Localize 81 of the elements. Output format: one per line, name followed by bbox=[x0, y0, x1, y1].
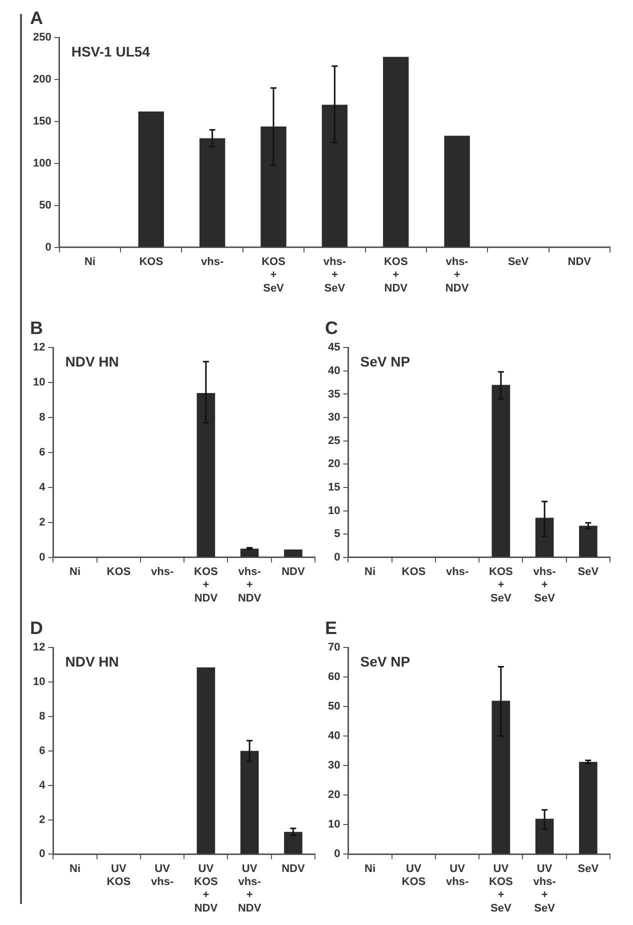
y-tick-label: 6 bbox=[39, 446, 46, 459]
x-tick-label: Ni bbox=[70, 862, 81, 875]
y-tick-label: 0 bbox=[39, 551, 46, 564]
x-tick-label: vhs- bbox=[446, 566, 469, 578]
x-tick-label: UV vhs- bbox=[446, 862, 469, 888]
x-tick-label: SeV bbox=[578, 566, 600, 578]
y-tick-label: 6 bbox=[39, 744, 46, 757]
y-tick-label: 4 bbox=[39, 779, 46, 792]
y-tick-label: 0 bbox=[334, 848, 340, 860]
text: SeV NP bbox=[360, 653, 410, 670]
chart-title: B bbox=[30, 318, 43, 338]
y-tick-label: 250 bbox=[32, 32, 52, 44]
y-tick-label: 5 bbox=[334, 528, 340, 540]
x-tick-label: UV vhs- + SeV bbox=[533, 862, 556, 914]
y-tick-label: 10 bbox=[328, 818, 340, 831]
y-tick-label: 12 bbox=[32, 342, 46, 354]
x-tick-label: NDV bbox=[282, 566, 306, 578]
y-tick-label: 0 bbox=[45, 241, 52, 254]
y-tick-label: 10 bbox=[32, 376, 46, 389]
chart-title: A bbox=[30, 8, 43, 28]
y-tick-label: 8 bbox=[39, 710, 46, 722]
y-tick-label: 10 bbox=[328, 504, 340, 517]
y-tick-label: 70 bbox=[328, 642, 340, 654]
y-tick-label: 4 bbox=[39, 482, 46, 494]
y-tick-label: 100 bbox=[32, 158, 52, 170]
y-tick-label: 30 bbox=[328, 412, 340, 424]
chart-title: E bbox=[325, 618, 338, 638]
y-tick-label: 0 bbox=[39, 848, 46, 860]
y-tick-label: 20 bbox=[328, 789, 340, 802]
chart-subtitle: NDV HN bbox=[65, 353, 119, 370]
x-tick-label: vhs- bbox=[201, 256, 224, 268]
x-tick-label: KOS + NDV bbox=[384, 256, 408, 294]
x-tick-label: vhs- + SeV bbox=[533, 566, 556, 604]
y-tick-label: 40 bbox=[328, 730, 340, 742]
chart-subtitle: HSV-1 UL54 bbox=[71, 43, 150, 60]
x-tick-label: KOS + SeV bbox=[262, 256, 286, 294]
y-tick-label: 12 bbox=[32, 642, 46, 654]
y-tick-label: 60 bbox=[328, 671, 340, 684]
x-tick-label: NDV bbox=[568, 256, 592, 268]
y-tick-label: 10 bbox=[32, 676, 46, 688]
x-tick-label: UV vhs- bbox=[150, 862, 174, 888]
x-tick-label: UV KOS + SeV bbox=[489, 862, 513, 914]
x-tick-label: Ni bbox=[70, 566, 81, 578]
x-tick-label: vhs- + SeV bbox=[323, 256, 346, 294]
x-tick-label: UV KOS bbox=[106, 862, 131, 888]
chart-subtitle: SeV NP bbox=[360, 353, 410, 370]
x-tick-label: vhs- + NDV bbox=[445, 256, 470, 294]
x-tick-label: vhs- + NDV bbox=[238, 566, 262, 604]
y-tick-label: 45 bbox=[328, 342, 340, 354]
x-tick-label: KOS + SeV bbox=[489, 566, 513, 604]
y-tick-label: 40 bbox=[328, 364, 340, 377]
chart-subtitle: NDV HN bbox=[65, 653, 119, 670]
x-tick-label: NDV bbox=[282, 862, 306, 875]
y-tick-label: 20 bbox=[328, 458, 340, 470]
x-tick-label: vhs- bbox=[150, 566, 174, 578]
y-tick-label: 30 bbox=[328, 760, 340, 772]
x-tick-label: UV KOS + NDV bbox=[194, 862, 218, 914]
chart-title: D bbox=[30, 618, 43, 638]
y-tick-label: 25 bbox=[328, 434, 340, 447]
y-tick-label: 0 bbox=[334, 551, 340, 564]
chart-title: C bbox=[325, 318, 338, 338]
y-tick-label: 2 bbox=[39, 516, 46, 528]
x-tick-label: KOS bbox=[402, 566, 426, 578]
x-tick-label: Ni bbox=[364, 862, 376, 875]
y-tick-label: 15 bbox=[328, 482, 340, 494]
x-tick-label: Ni bbox=[364, 566, 376, 578]
x-tick-label: UV vhs- + NDV bbox=[238, 862, 262, 914]
y-tick-label: 8 bbox=[39, 412, 46, 424]
y-tick-label: 50 bbox=[328, 700, 340, 713]
x-tick-label: KOS + NDV bbox=[194, 566, 218, 604]
x-tick-label: KOS bbox=[139, 256, 164, 268]
y-tick-label: 35 bbox=[328, 388, 340, 400]
y-tick-label: 200 bbox=[32, 74, 52, 86]
y-tick-label: 50 bbox=[39, 199, 52, 212]
y-tick-label: 2 bbox=[39, 814, 46, 826]
x-tick-label: SeV bbox=[578, 862, 600, 875]
x-tick-label: UV KOS bbox=[402, 862, 426, 888]
x-tick-label: Ni bbox=[84, 256, 96, 268]
x-tick-label: SeV bbox=[508, 256, 530, 268]
y-tick-label: 150 bbox=[32, 116, 52, 128]
x-tick-label: KOS bbox=[106, 566, 131, 578]
